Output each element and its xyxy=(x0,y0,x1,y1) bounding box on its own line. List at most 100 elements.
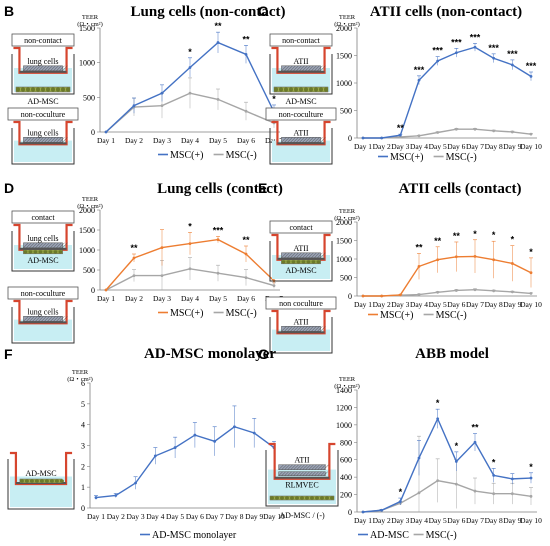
cell-hatch xyxy=(293,252,299,258)
cell-hatch xyxy=(62,137,68,143)
y-tick-label: 1200 xyxy=(336,403,352,412)
cell-hatch xyxy=(287,464,293,470)
chart-title: ATII cells (contact) xyxy=(398,181,521,197)
data-point xyxy=(473,45,477,49)
data-point xyxy=(160,91,164,95)
x-tick-label: Day 3 xyxy=(391,516,409,525)
msc-cell xyxy=(296,260,301,264)
y-tick-label: 500 xyxy=(340,274,352,283)
x-tick-label: Day 7 xyxy=(466,300,484,309)
msc-cell xyxy=(16,87,20,92)
cell-hatch xyxy=(281,326,287,332)
msc-cell xyxy=(305,496,309,500)
cell-hatch xyxy=(317,252,323,258)
data-point xyxy=(492,56,496,60)
cell-hatch xyxy=(47,316,53,322)
significance-marker: *** xyxy=(432,46,443,56)
cell-hatch xyxy=(290,137,296,143)
data-point xyxy=(510,63,514,67)
cell-hatch xyxy=(314,252,320,258)
series-line xyxy=(95,425,275,499)
data-point xyxy=(454,255,458,259)
y-tick-label: 1500 xyxy=(79,24,95,33)
data-point xyxy=(529,292,533,295)
x-tick-label: Day 4 xyxy=(410,300,428,309)
cell-hatch xyxy=(314,65,320,71)
data-point xyxy=(216,238,220,242)
data-point xyxy=(193,433,197,437)
y-axis-unit: (Ω・cm²) xyxy=(334,383,360,390)
series-AD-MSC xyxy=(361,408,533,514)
chart-D: D Lung cells (contact) TEER(Ω・cm²) 0 500 1000… xyxy=(4,180,283,319)
schematic-cell-label: ATII xyxy=(294,456,309,465)
x-tick-label: Day 6 xyxy=(237,294,255,303)
legend-entry: MSC(+) xyxy=(170,150,203,161)
msc-cell xyxy=(34,479,39,483)
series-MSC(-) xyxy=(104,257,276,292)
data-point xyxy=(361,294,365,298)
cell-hatch xyxy=(284,65,290,71)
msc-cell xyxy=(43,250,48,254)
msc-cell xyxy=(314,87,318,92)
data-point xyxy=(188,91,192,95)
x-tick-label: Day 9 xyxy=(503,516,521,525)
cell-hatch xyxy=(32,65,38,71)
membrane xyxy=(274,476,330,479)
data-point xyxy=(473,255,477,258)
y-axis-unit: (Ω・cm²) xyxy=(77,203,103,210)
cell-layer xyxy=(23,137,63,143)
cell-hatch xyxy=(50,65,56,71)
series-MSC(+) xyxy=(361,43,533,140)
cell-hatch xyxy=(29,242,35,248)
msc-cell xyxy=(56,87,60,92)
x-tick-label: Day 7 xyxy=(206,512,224,521)
data-point xyxy=(398,133,402,137)
cell-hatch xyxy=(59,65,65,71)
data-point xyxy=(272,284,276,287)
cell-hatch xyxy=(50,242,56,248)
msc-cell xyxy=(324,87,328,92)
cell-hatch xyxy=(29,65,35,71)
msc-cell xyxy=(316,260,321,264)
msc-cell xyxy=(54,479,59,483)
y-axis-unit: (Ω・cm²) xyxy=(334,215,360,222)
y-tick-label: 1400 xyxy=(336,386,352,395)
data-point xyxy=(188,267,192,271)
schematic-top-label: contact xyxy=(31,213,55,222)
cell-hatch xyxy=(287,252,293,258)
msc-cell xyxy=(310,496,314,500)
data-point xyxy=(417,78,421,82)
msc-cell xyxy=(28,250,33,254)
series-MSC(+) xyxy=(104,229,276,292)
cell-hatch xyxy=(59,316,65,322)
cell-hatch xyxy=(302,137,308,143)
chart-G: G ABB model TEER(Ω・cm²) 0 200 400 600 800 1000 12… xyxy=(258,346,542,541)
chart-F: F AD-MSC monolayer TEER(Ω・cm²) 0 1 2 3 4 5 6 Day 1… xyxy=(4,346,285,541)
cell-hatch xyxy=(284,252,290,258)
schematic-cell-label-2: RLMVEC xyxy=(285,481,318,490)
data-point xyxy=(417,265,421,268)
significance-marker: * xyxy=(455,441,459,451)
well-outline xyxy=(11,307,75,344)
cell-hatch xyxy=(311,471,316,476)
x-tick-label: Day 7 xyxy=(466,142,484,151)
x-tick-label: Day 2 xyxy=(373,300,391,309)
cell-hatch xyxy=(284,464,290,470)
cell-layer xyxy=(281,326,321,332)
y-axis-unit: (Ω・cm²) xyxy=(334,21,360,28)
y-tick-label: 4 xyxy=(81,421,85,430)
data-point xyxy=(213,439,217,443)
data-point xyxy=(454,482,458,486)
msc-cell xyxy=(23,250,28,254)
x-tick-label: Day 3 xyxy=(153,294,171,303)
data-point xyxy=(380,136,384,140)
cell-hatch xyxy=(311,326,317,332)
data-point xyxy=(160,104,164,108)
x-tick-label: Day 6 xyxy=(447,300,465,309)
x-tick-label: Day 8 xyxy=(225,512,243,521)
cell-hatch xyxy=(62,242,68,248)
schematic-msc-label: AD-MSC xyxy=(285,266,316,275)
schematic-label-box xyxy=(265,107,337,121)
well-outline xyxy=(11,231,75,272)
membrane xyxy=(277,331,325,334)
